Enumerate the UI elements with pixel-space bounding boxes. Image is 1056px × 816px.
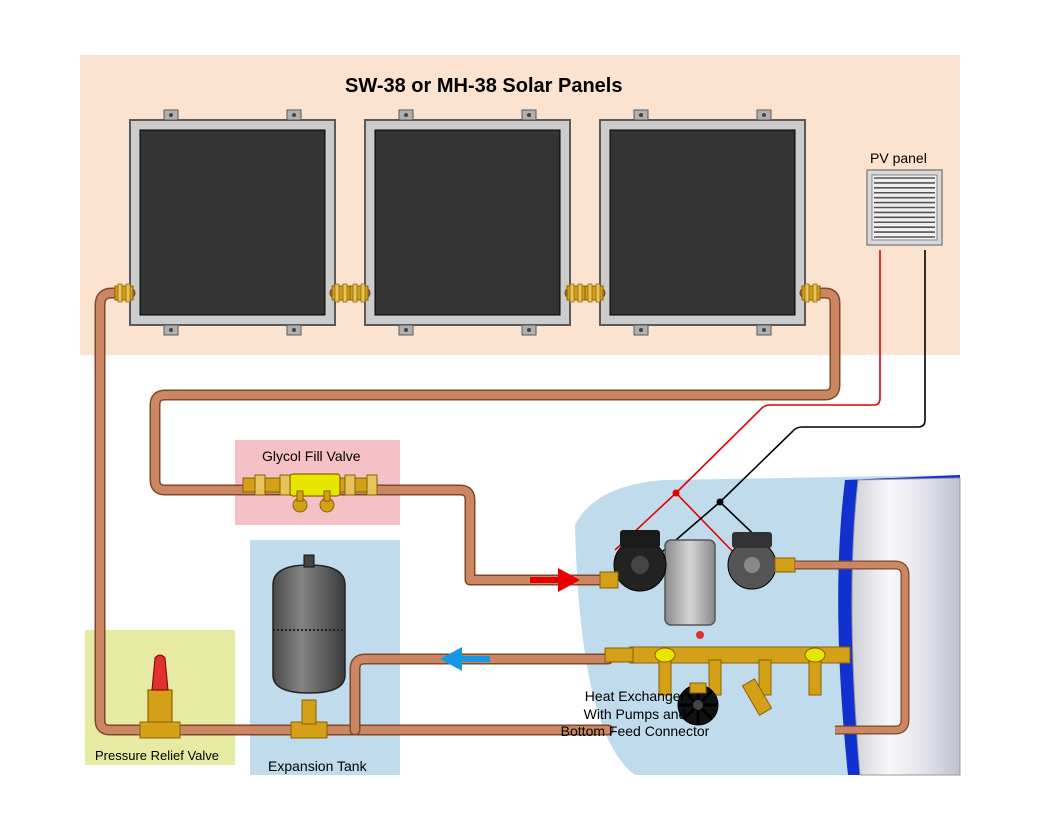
expansion-label: Expansion Tank — [268, 758, 367, 774]
diagram-stage: SW-38 or MH-38 Solar Panels PV panel Gly… — [0, 0, 1056, 816]
diagram-svg — [0, 0, 1056, 816]
diagram-title: SW-38 or MH-38 Solar Panels — [345, 75, 622, 98]
heat-exchanger-label-line3: Bottom Feed Connector — [561, 723, 710, 739]
glycol-label: Glycol Fill Valve — [262, 448, 361, 464]
heat-exchanger-label-line1: Heat Exchanger — [585, 688, 685, 704]
heat-exchanger-label-line2: With Pumps and — [584, 706, 687, 722]
heat-exchanger-label: Heat Exchanger With Pumps and Bottom Fee… — [540, 688, 730, 741]
pv-label: PV panel — [870, 150, 927, 166]
pressure-label: Pressure Relief Valve — [95, 748, 219, 763]
